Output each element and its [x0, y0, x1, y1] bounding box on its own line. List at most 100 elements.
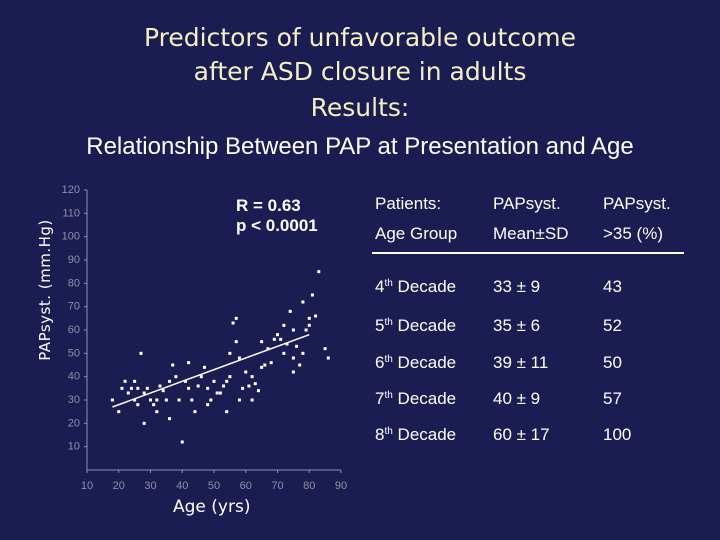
data-point	[190, 398, 194, 402]
data-point	[266, 347, 270, 351]
slide-title-line-2: after ASD closure in adults	[193, 57, 527, 86]
data-point	[234, 316, 238, 320]
data-point	[199, 375, 203, 379]
y-tick-label: 120	[62, 184, 80, 196]
x-tick-label: 20	[113, 480, 125, 492]
x-tick-label: 10	[81, 480, 93, 492]
data-point	[152, 403, 156, 407]
x-tick-label: 70	[271, 480, 283, 492]
data-point	[158, 384, 162, 388]
data-point	[310, 293, 314, 297]
table-row-pct: 50	[603, 353, 622, 372]
x-tick-label: 40	[176, 480, 188, 492]
table-row-decade: 4th Decade	[375, 277, 457, 296]
data-point	[155, 410, 159, 414]
data-point	[326, 356, 330, 360]
data-point	[260, 365, 264, 369]
table-row-pct: 57	[603, 389, 622, 408]
data-point	[291, 356, 295, 360]
y-tick-label: 80	[68, 277, 80, 289]
data-point	[168, 379, 172, 383]
table-row-decade: 7th Decade	[375, 389, 457, 408]
data-point	[291, 370, 295, 374]
table-row-mean: 33 ± 9	[493, 277, 541, 296]
data-point	[228, 351, 232, 355]
data-point	[295, 344, 299, 348]
data-point	[231, 321, 235, 325]
r-value: R = 0.63	[236, 196, 301, 215]
data-point	[291, 328, 295, 332]
table-row-mean: 39 ± 11	[493, 353, 549, 372]
data-point	[307, 323, 311, 327]
data-point	[244, 370, 248, 374]
data-point	[180, 440, 184, 444]
data-point	[301, 300, 305, 304]
y-tick-label: 90	[68, 254, 80, 266]
data-point	[155, 398, 159, 402]
y-tick-label: 100	[62, 231, 80, 243]
data-point	[183, 379, 187, 383]
data-point	[263, 363, 267, 367]
data-point	[282, 351, 286, 355]
table-row-decade: 5th Decade	[375, 316, 457, 335]
data-point	[187, 386, 191, 390]
data-point	[276, 333, 279, 337]
y-tick-label: 10	[68, 441, 80, 453]
table-row-mean: 35 ± 6	[493, 316, 541, 335]
data-point	[187, 361, 191, 365]
y-tick-label: 60	[68, 324, 80, 336]
header-patients: Patients:	[375, 194, 442, 213]
data-point	[222, 384, 226, 388]
data-point	[110, 398, 114, 402]
table-row-decade: 6th Decade	[375, 353, 457, 372]
table-divider	[372, 252, 684, 254]
data-point	[228, 375, 232, 379]
x-tick-label: 80	[303, 480, 315, 492]
data-point	[256, 389, 260, 393]
data-point	[269, 361, 273, 365]
data-point	[129, 386, 133, 390]
slide-title-line-1: Predictors of unfavorable outcome	[143, 23, 577, 52]
p-value: p < 0.0001	[236, 216, 318, 235]
data-point	[161, 389, 165, 393]
data-point	[250, 398, 254, 402]
data-point	[314, 314, 318, 318]
data-point	[323, 347, 327, 351]
regression-line	[112, 333, 310, 408]
header-papsyst-mean: PAPsyst.	[493, 194, 561, 213]
y-tick-label: 30	[68, 394, 80, 406]
data-point	[120, 386, 124, 390]
data-point	[177, 398, 181, 402]
data-point	[218, 391, 222, 395]
header-papsyst-pct: PAPsyst.	[603, 194, 671, 213]
y-tick-label: 110	[62, 207, 80, 219]
data-point	[215, 391, 219, 395]
data-point	[142, 421, 146, 425]
data-point	[117, 410, 121, 414]
data-point	[168, 417, 172, 421]
data-point	[307, 316, 311, 320]
chart-axes: 10 20 30 40 50 60 70 80 90 100 110 120 10 20 30 40 50 60 7…	[62, 184, 347, 492]
x-tick-label: 30	[144, 480, 156, 492]
x-axis-label: Age (yrs)	[173, 497, 251, 517]
data-point	[202, 365, 206, 369]
y-tick-label: 40	[68, 371, 80, 383]
data-point	[133, 398, 137, 402]
y-tick-label: 70	[68, 301, 80, 313]
data-point	[149, 398, 152, 402]
data-point	[139, 351, 143, 355]
x-tick-label: 50	[208, 480, 220, 492]
data-point	[123, 379, 127, 383]
data-point	[285, 342, 289, 346]
data-point	[237, 356, 241, 360]
x-tick-label: 90	[335, 480, 347, 492]
table-row-mean: 60 ± 17	[493, 425, 550, 444]
data-point	[304, 328, 308, 332]
table-row-mean: 40 ± 9	[493, 389, 541, 408]
data-point	[260, 340, 264, 344]
data-point	[237, 398, 241, 402]
data-point	[133, 379, 137, 383]
data-point	[136, 403, 140, 407]
data-point	[288, 309, 292, 313]
